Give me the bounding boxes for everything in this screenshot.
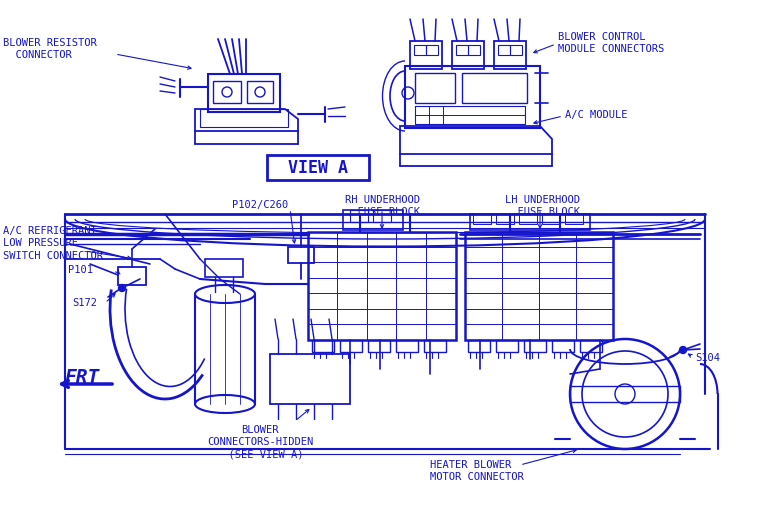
Bar xyxy=(496,341,518,352)
Bar xyxy=(465,233,613,341)
Text: VIEW A: VIEW A xyxy=(288,159,348,177)
Bar xyxy=(565,215,583,224)
Bar xyxy=(200,110,288,128)
Bar xyxy=(496,215,514,224)
Bar xyxy=(452,42,484,70)
FancyBboxPatch shape xyxy=(266,155,369,180)
Text: P102/C260: P102/C260 xyxy=(232,200,288,210)
Bar xyxy=(247,82,273,104)
Bar xyxy=(368,341,390,352)
Bar xyxy=(552,341,574,352)
Bar xyxy=(373,211,391,222)
Bar xyxy=(580,341,602,352)
Bar xyxy=(498,46,510,56)
Circle shape xyxy=(118,285,125,292)
Bar xyxy=(312,341,334,352)
Text: BLOWER RESISTOR
  CONNECTOR: BLOWER RESISTOR CONNECTOR xyxy=(3,38,97,60)
Text: A/C MODULE: A/C MODULE xyxy=(565,110,627,120)
Bar xyxy=(426,46,438,56)
Bar xyxy=(415,74,455,104)
Text: S104: S104 xyxy=(695,352,720,362)
Text: S172: S172 xyxy=(72,297,97,307)
Text: HEATER BLOWER
MOTOR CONNECTOR: HEATER BLOWER MOTOR CONNECTOR xyxy=(430,459,524,482)
Bar xyxy=(396,341,418,352)
Bar xyxy=(350,211,368,222)
Circle shape xyxy=(680,347,687,354)
Bar xyxy=(308,233,456,341)
Text: LH UNDERHOOD
  FUSE BLOCK: LH UNDERHOOD FUSE BLOCK xyxy=(505,194,580,217)
Bar xyxy=(524,341,546,352)
Bar xyxy=(424,341,446,352)
Bar xyxy=(470,215,590,231)
Bar xyxy=(456,46,468,56)
Bar xyxy=(414,46,426,56)
Bar xyxy=(208,75,280,113)
Bar xyxy=(462,74,527,104)
Bar xyxy=(213,82,241,104)
Text: P101: P101 xyxy=(68,265,93,274)
Bar xyxy=(519,215,537,224)
Bar xyxy=(468,341,490,352)
Bar xyxy=(468,46,480,56)
Bar xyxy=(410,42,442,70)
Bar xyxy=(542,215,560,224)
Bar xyxy=(415,107,525,125)
Bar xyxy=(118,267,146,286)
Bar xyxy=(473,215,491,224)
Text: A/C REFRIGERANT
LOW PRESSURE
SWITCH CONNECTOR: A/C REFRIGERANT LOW PRESSURE SWITCH CONN… xyxy=(3,225,103,260)
Bar xyxy=(270,354,350,404)
Bar xyxy=(340,341,362,352)
Bar xyxy=(405,67,540,129)
Text: BLOWER
CONNECTORS-HIDDEN
  (SEE VIEW A): BLOWER CONNECTORS-HIDDEN (SEE VIEW A) xyxy=(207,424,313,459)
Text: BLOWER CONTROL
MODULE CONNECTORS: BLOWER CONTROL MODULE CONNECTORS xyxy=(558,32,664,54)
Bar xyxy=(570,386,680,402)
Text: RH UNDERHOOD
  FUSE BLOCK: RH UNDERHOOD FUSE BLOCK xyxy=(345,194,420,217)
Bar xyxy=(205,260,243,277)
Bar xyxy=(510,46,522,56)
Bar xyxy=(343,211,403,231)
Bar xyxy=(494,42,526,70)
Bar xyxy=(288,247,314,264)
Text: FRT: FRT xyxy=(65,367,101,386)
